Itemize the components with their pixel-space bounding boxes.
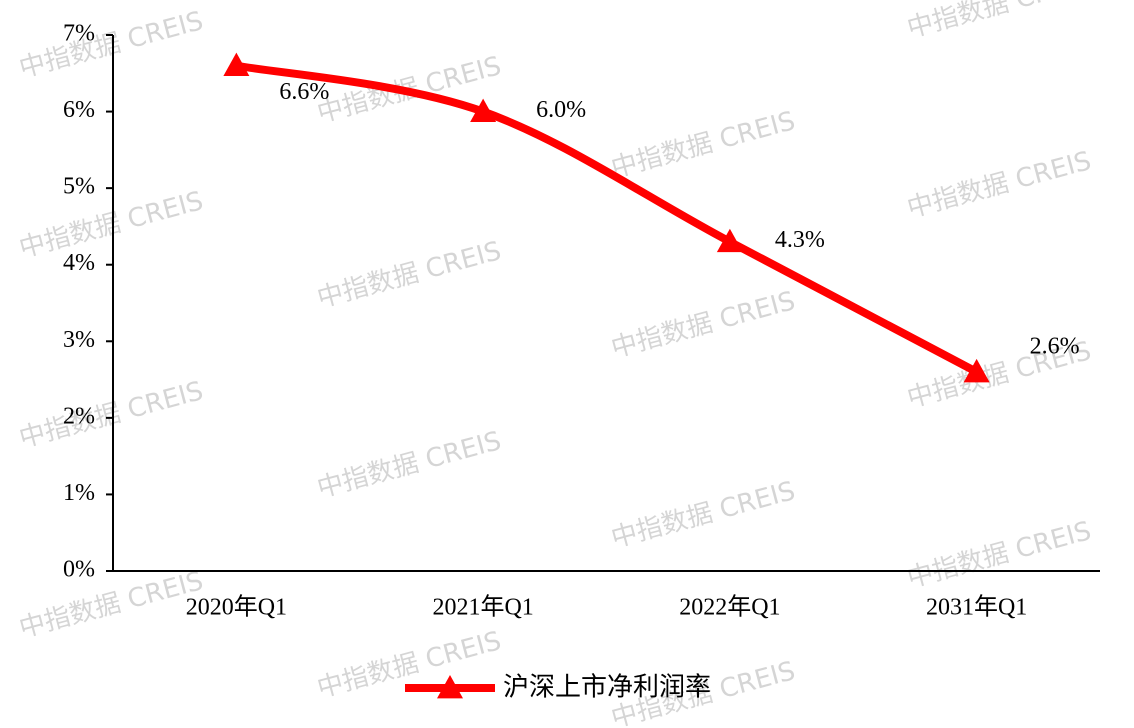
- y-tick-label: 7%: [63, 21, 95, 47]
- y-tick-label: 0%: [63, 557, 95, 583]
- marker: [963, 358, 990, 383]
- watermark: 中指数据 CREIS: [314, 426, 504, 504]
- y-tick-label: 1%: [63, 480, 95, 506]
- x-tick-label: 2020年Q1: [186, 594, 287, 621]
- watermark: 中指数据 CREIS: [904, 516, 1094, 594]
- watermark: 中指数据 CREIS: [904, 0, 1094, 44]
- y-tick-label: 5%: [63, 174, 95, 200]
- data-label: 6.6%: [279, 79, 329, 105]
- y-tick-label: 3%: [63, 327, 95, 353]
- watermark: 中指数据 CREIS: [904, 146, 1094, 224]
- x-tick-label: 2021年Q1: [432, 594, 533, 621]
- watermark: 中指数据 CREIS: [16, 186, 206, 264]
- watermark: 中指数据 CREIS: [608, 106, 798, 184]
- data-label: 6.0%: [536, 97, 586, 123]
- watermark: 中指数据 CREIS: [608, 286, 798, 364]
- x-tick-label: 2022年Q1: [679, 594, 780, 621]
- watermark: 中指数据 CREIS: [16, 566, 206, 644]
- data-label: 4.3%: [775, 227, 825, 253]
- watermark: 中指数据 CREIS: [314, 626, 504, 704]
- watermark: 中指数据 CREIS: [16, 6, 206, 84]
- watermark: 中指数据 CREIS: [608, 476, 798, 554]
- legend-label: 沪深上市净利润率: [503, 673, 711, 703]
- data-label: 2.6%: [1030, 333, 1080, 359]
- legend-marker: [437, 675, 463, 699]
- y-tick-label: 2%: [63, 403, 95, 429]
- marker: [470, 98, 497, 122]
- watermark: 中指数据 CREIS: [16, 376, 206, 454]
- series-line: [232, 61, 981, 376]
- y-tick-label: 6%: [63, 97, 95, 123]
- marker: [223, 52, 250, 77]
- marker: [716, 228, 743, 253]
- watermark: 中指数据 CREIS: [314, 236, 504, 314]
- x-tick-label: 2031年Q1: [926, 594, 1027, 621]
- y-tick-label: 4%: [63, 250, 95, 276]
